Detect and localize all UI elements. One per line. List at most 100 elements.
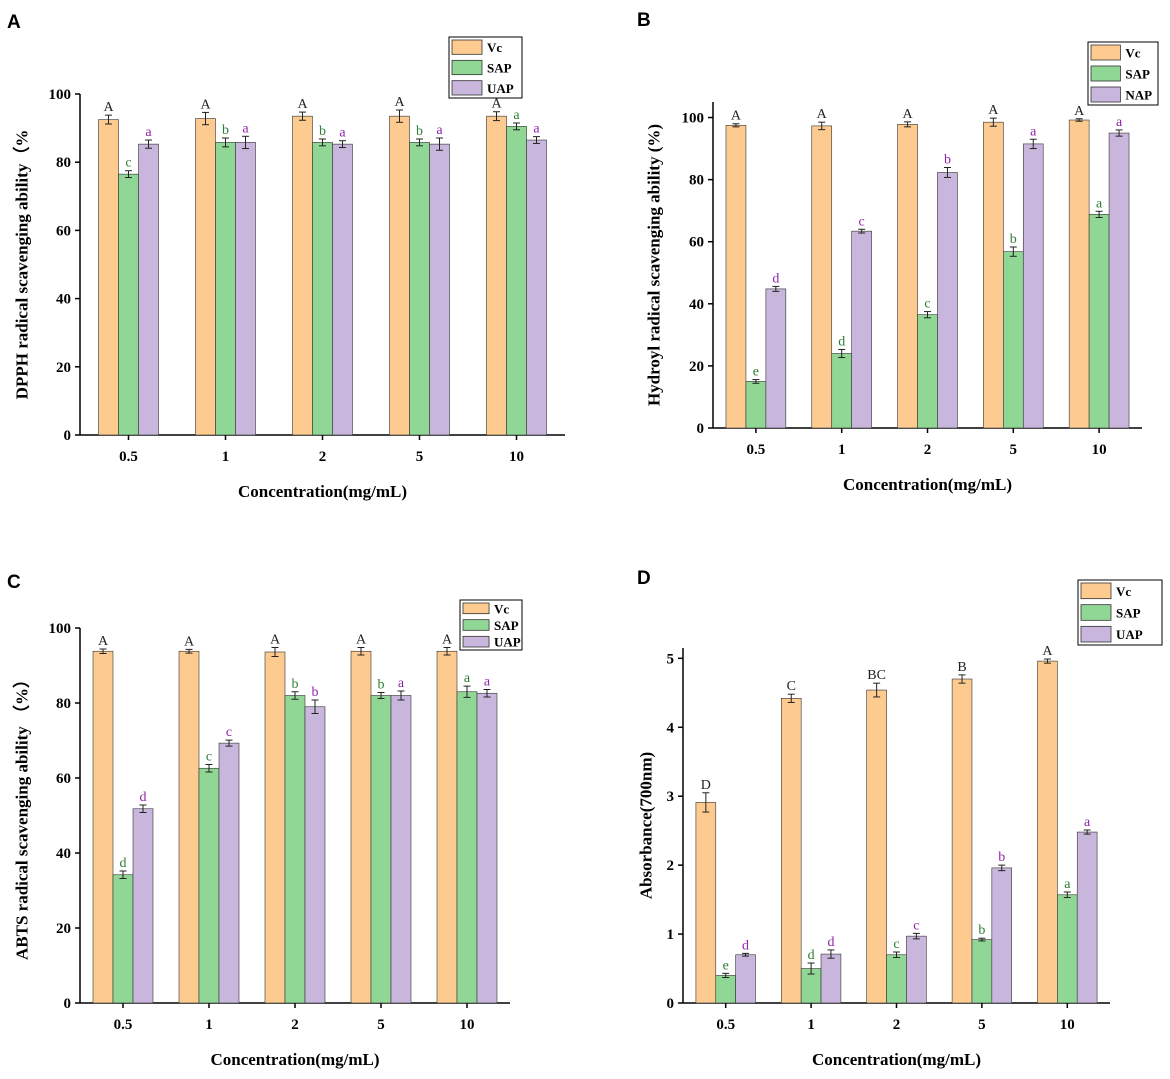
legend-swatch-vc <box>1080 582 1112 600</box>
significance-label: d <box>140 790 147 805</box>
significance-label: b <box>1010 232 1017 247</box>
bar-vc <box>436 650 458 1004</box>
legend-swatch-vc <box>462 602 490 615</box>
significance-label: c <box>206 750 212 765</box>
significance-label: a <box>1096 196 1103 211</box>
bar-nap <box>1022 143 1044 429</box>
y-tick-label: 0 <box>64 996 72 1012</box>
bar-vc <box>781 698 802 1004</box>
panel-letter: A <box>7 12 21 33</box>
significance-label: a <box>1030 124 1037 139</box>
bar-vc <box>897 124 918 429</box>
y-axis-title: ABTS radical scavenging ability （%） <box>12 671 32 960</box>
x-tick-label: 5 <box>978 1017 986 1033</box>
significance-label: A <box>731 109 742 124</box>
significance-label: a <box>1064 877 1071 892</box>
x-tick-label: 2 <box>319 449 327 465</box>
significance-label: d <box>827 935 834 950</box>
y-tick-label: 60 <box>56 223 71 239</box>
y-tick-label: 60 <box>689 235 704 251</box>
bar-sap <box>715 975 736 1004</box>
bar-uap <box>218 742 240 1004</box>
significance-label: A <box>1042 644 1053 659</box>
significance-label: d <box>838 334 845 349</box>
bar-uap <box>390 695 412 1004</box>
bar-vc <box>292 115 313 436</box>
y-tick-label: 0 <box>697 421 705 437</box>
y-tick-label: 20 <box>56 921 71 937</box>
panel-c: C 0 20 40 60 80 100 ABTS radical scavenging abi… <box>7 572 523 1069</box>
bar-uap <box>476 692 498 1004</box>
significance-label: a <box>242 121 249 136</box>
significance-label: b <box>944 153 951 168</box>
legend: Vc SAP NAP <box>1087 41 1159 106</box>
bar-sap <box>312 142 333 436</box>
significance-label: b <box>222 123 229 138</box>
legend-swatch-uap <box>462 635 490 648</box>
y-tick-label: 80 <box>56 696 71 712</box>
legend-swatch-sap <box>451 59 483 76</box>
significance-label: A <box>98 634 109 649</box>
x-tick-label: 10 <box>509 449 524 465</box>
significance-label: A <box>988 103 999 118</box>
x-axis-title: Concentration(mg/mL) <box>843 475 1012 494</box>
x-tick-label: 5 <box>416 449 424 465</box>
legend-label: Vc <box>487 40 502 55</box>
bar-nap <box>937 172 958 429</box>
legend-label: SAP <box>494 618 519 633</box>
y-tick-label: 80 <box>689 173 704 189</box>
bar-sap <box>1003 251 1024 429</box>
y-tick-label: 1 <box>667 927 675 943</box>
significance-label: A <box>394 95 405 110</box>
bar-vc <box>98 119 119 436</box>
x-tick-label: 0.5 <box>716 1017 735 1033</box>
bar-uap <box>332 143 353 436</box>
x-tick-label: 2 <box>893 1017 901 1033</box>
panel-a: A 0 20 40 60 80 100 DPPH radical scavenging abi… <box>7 12 565 501</box>
y-tick-label: 80 <box>56 155 71 171</box>
y-tick-label: 40 <box>689 297 704 313</box>
bar-vc <box>983 121 1004 429</box>
y-tick-label: 20 <box>56 360 71 376</box>
bar-vc <box>811 125 833 429</box>
significance-label: a <box>339 126 346 141</box>
bar-sap <box>1057 894 1078 1004</box>
significance-label: a <box>464 671 471 686</box>
y-tick-label: 3 <box>667 789 675 805</box>
legend-swatch-sap <box>1090 65 1121 82</box>
x-tick-label: 1 <box>838 442 846 458</box>
significance-label: a <box>436 123 443 138</box>
panel-letter: B <box>637 10 651 31</box>
legend-label: UAP <box>1116 627 1143 642</box>
legend-swatch-uap <box>1080 625 1112 643</box>
significance-label: C <box>787 679 796 694</box>
x-axis-title: Concentration(mg/mL) <box>812 1050 981 1069</box>
bar-sap <box>971 939 993 1004</box>
x-tick-label: 2 <box>924 442 932 458</box>
y-tick-label: 100 <box>682 111 705 127</box>
significance-label: B <box>957 660 966 675</box>
x-tick-label: 10 <box>1092 442 1107 458</box>
x-tick-label: 2 <box>291 1017 299 1033</box>
significance-label: a <box>1116 115 1123 130</box>
y-tick-label: 4 <box>667 720 675 736</box>
bar-uap <box>1076 831 1098 1004</box>
significance-label: c <box>125 156 131 171</box>
significance-label: a <box>1084 815 1091 830</box>
bar-nap <box>765 288 787 429</box>
bar-sap <box>215 142 236 436</box>
x-tick-label: 1 <box>205 1017 213 1033</box>
bar-uap <box>132 808 154 1004</box>
legend-label: UAP <box>487 81 514 96</box>
panel-b: B 0 20 40 60 80 100 Hydroyl radical scavenging … <box>637 10 1159 494</box>
y-axis-title: Absorbance(700nm) <box>637 752 656 899</box>
bar-sap <box>118 173 139 436</box>
significance-label: A <box>491 97 502 112</box>
significance-label: A <box>817 107 828 122</box>
significance-label: e <box>753 365 759 380</box>
bar-vc <box>486 115 507 436</box>
y-axis-title: Hydroyl radical scavenging ability (%) <box>645 124 664 406</box>
legend: Vc SAP UAP <box>1077 579 1163 646</box>
bar-uap <box>429 143 450 436</box>
